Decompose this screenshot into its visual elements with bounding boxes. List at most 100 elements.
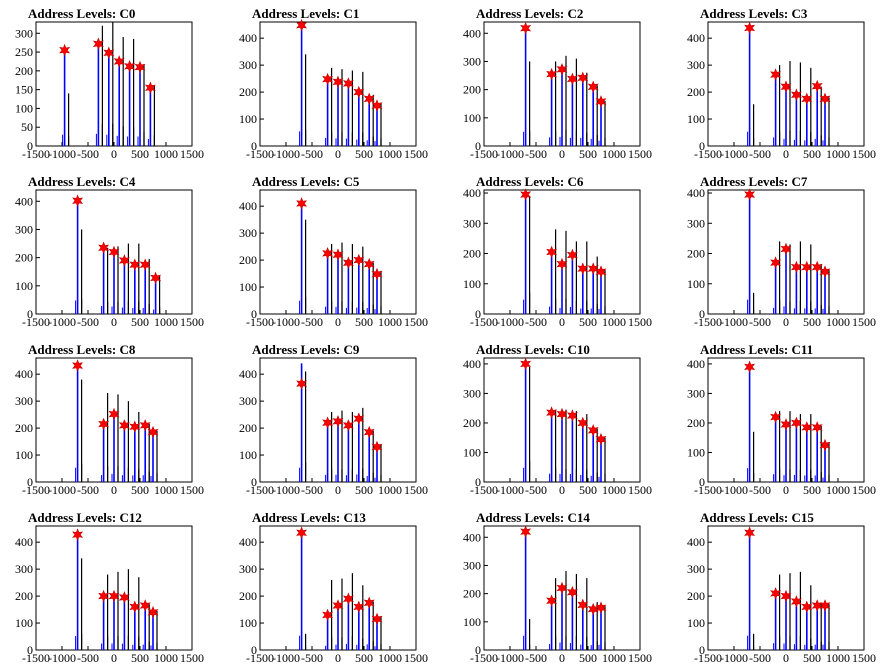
chart-title: Address Levels: C2 (476, 6, 583, 21)
y-tick-label: 0 (699, 139, 705, 153)
y-tick-label: 300 (463, 216, 481, 230)
y-tick-label: 0 (699, 475, 705, 489)
star-marker (566, 585, 578, 599)
y-tick-label: 100 (463, 277, 481, 291)
star-marker (371, 440, 383, 454)
y-tick-label: 300 (15, 394, 33, 408)
y-tick-label: 0 (475, 139, 481, 153)
star-marker (780, 589, 792, 603)
x-tick-label: 500 (131, 651, 149, 665)
star-marker (296, 526, 308, 540)
x-tick-label: -1000 (272, 651, 300, 665)
x-tick-label: 1000 (602, 483, 626, 497)
star-marker (150, 271, 162, 285)
x-tick-label: 500 (803, 315, 821, 329)
y-tick-label: 200 (463, 416, 481, 430)
chart-panel-3: Address Levels: C3 0 100 200 300 400 -1500 -100… (672, 0, 896, 168)
x-tick-label: 0 (111, 651, 117, 665)
star-marker (332, 75, 344, 89)
x-tick-label: -1500 (470, 483, 498, 497)
star-marker (811, 79, 823, 93)
chart-title: Address Levels: C15 (700, 510, 814, 525)
x-tick-label: -1500 (246, 315, 274, 329)
star-marker (147, 425, 159, 439)
y-tick-label: 200 (463, 83, 481, 97)
x-tick-label: 1000 (602, 315, 626, 329)
x-tick-label: -1000 (48, 315, 76, 329)
chart-svg-8: Address Levels: C8 0 100 200 300 400 -1500-100… (15, 342, 204, 497)
star-marker (108, 407, 120, 421)
chart-title: Address Levels: C10 (476, 342, 590, 357)
x-tick-label: 1500 (180, 483, 204, 497)
x-tick-label: -500 (301, 315, 323, 329)
y-tick-label: 400 (463, 530, 481, 544)
chart-title: Address Levels: C13 (252, 510, 366, 525)
x-tick-label: -1500 (246, 651, 274, 665)
chart-panel-4: Address Levels: C4 0 100 200 300 400 -1500 -100… (0, 168, 224, 336)
star-marker (819, 438, 831, 452)
star-marker (353, 85, 365, 99)
y-tick-label: 400 (687, 535, 705, 549)
star-marker (129, 600, 141, 614)
y-tick-label: 400 (15, 535, 33, 549)
x-tick-label: 0 (111, 483, 117, 497)
y-tick-label: 300 (687, 386, 705, 400)
star-marker (342, 592, 354, 606)
x-tick-label: -500 (749, 483, 771, 497)
chart-title: Address Levels: C6 (476, 174, 584, 189)
x-tick-label: -500 (749, 651, 771, 665)
x-tick-label: 500 (803, 483, 821, 497)
x-tick-label: -500 (77, 147, 99, 161)
star-marker (587, 80, 599, 94)
y-tick-label: 0 (475, 307, 481, 321)
chart-svg-15: Address Levels: C15 0 100 200 300 400 -1500-10… (687, 510, 876, 665)
y-tick-label: 100 (239, 280, 257, 294)
star-marker (147, 605, 159, 619)
star-marker (129, 420, 141, 434)
chart-title: Address Levels: C11 (700, 342, 813, 357)
x-tick-label: -500 (525, 483, 547, 497)
star-marker (332, 599, 344, 612)
x-tick-label: 0 (783, 483, 789, 497)
star-marker (770, 410, 782, 424)
y-tick-label: 200 (239, 589, 257, 603)
star-marker (744, 21, 756, 35)
star-marker (546, 406, 558, 419)
star-marker (363, 257, 375, 271)
chart-svg-7: Address Levels: C7 0 100 200 300 400 -1500-100… (687, 174, 876, 329)
x-tick-label: 0 (559, 651, 565, 665)
y-tick-label: 300 (463, 558, 481, 572)
y-tick-label: 100 (15, 616, 33, 630)
y-tick-label: 400 (687, 357, 705, 371)
chart-panel-15: Address Levels: C15 0 100 200 300 400 -1500 -10… (672, 504, 896, 672)
y-tick-label: 400 (239, 367, 257, 381)
y-tick-label: 50 (21, 120, 33, 134)
x-tick-label: 0 (111, 147, 117, 161)
star-marker (144, 81, 156, 95)
star-marker (595, 95, 607, 108)
star-marker (124, 60, 136, 73)
chart-svg-4: Address Levels: C4 0 100 200 300 400 -1500-100… (15, 174, 204, 329)
star-marker (546, 67, 558, 81)
x-tick-label: -500 (77, 315, 99, 329)
star-marker (322, 72, 334, 86)
star-marker (780, 418, 792, 431)
x-tick-label: 0 (783, 315, 789, 329)
x-tick-label: 1000 (826, 483, 850, 497)
star-marker (353, 412, 365, 425)
y-tick-label: 400 (463, 26, 481, 40)
chart-svg-13: Address Levels: C13 0 100 200 300 400 -1500-10… (239, 510, 428, 665)
star-marker (129, 258, 141, 271)
y-tick-label: 0 (251, 643, 257, 657)
y-tick-label: 300 (687, 562, 705, 576)
star-marker (322, 608, 334, 622)
x-tick-label: 1500 (852, 147, 876, 161)
star-marker (371, 612, 383, 626)
star-marker (577, 416, 589, 430)
star-marker (322, 416, 334, 430)
x-tick-label: 1000 (602, 147, 626, 161)
y-tick-label: 200 (239, 253, 257, 267)
x-tick-label: 500 (131, 315, 149, 329)
x-tick-label: 0 (335, 147, 341, 161)
